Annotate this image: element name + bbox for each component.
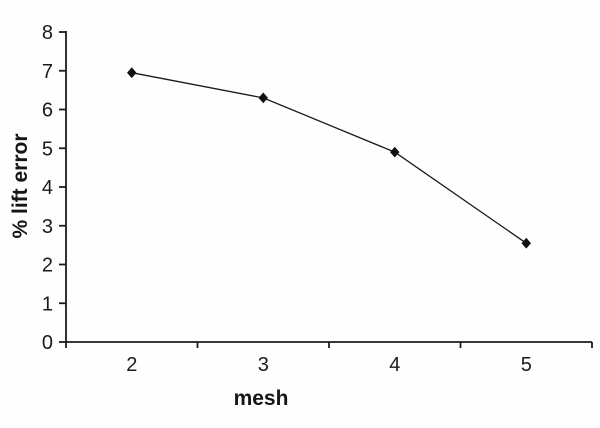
y-tick-label: 8 (42, 22, 53, 44)
x-tick-label: 5 (521, 354, 532, 376)
y-tick-label: 7 (42, 61, 53, 83)
x-axis-title: mesh (233, 387, 289, 410)
x-tick-label: 2 (126, 354, 137, 376)
y-tick-label: 1 (42, 293, 53, 315)
y-tick-label: 2 (42, 255, 53, 277)
diamond-marker (127, 67, 137, 79)
y-axis-title: % lift error (9, 133, 32, 239)
data-line (131, 72, 527, 244)
diamond-marker (258, 92, 268, 104)
y-tick-label: 4 (42, 177, 53, 199)
y-tick-label: 3 (42, 216, 53, 238)
y-tick-label: 6 (42, 100, 53, 122)
x-tick-label: 4 (389, 354, 400, 376)
y-tick-label: 5 (42, 138, 53, 160)
y-tick-label: 0 (42, 332, 53, 354)
diamond-marker (390, 146, 400, 158)
diamond-marker (521, 237, 531, 249)
x-tick-label: 3 (258, 354, 269, 376)
